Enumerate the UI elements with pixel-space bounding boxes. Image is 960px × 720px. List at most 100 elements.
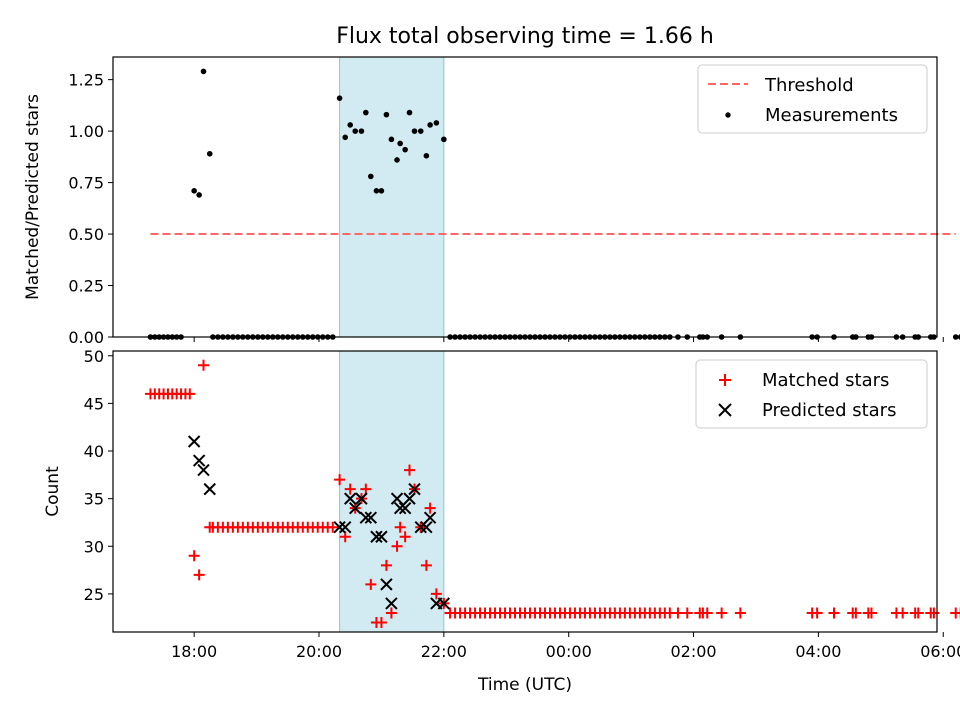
x-tick-label: 22:00 <box>421 642 467 661</box>
predicted-star-point <box>423 511 437 524</box>
matched-star-point <box>184 388 196 400</box>
legend-threshold-label: Threshold <box>764 75 854 96</box>
ratio-legend: Threshold Measurements <box>697 64 928 134</box>
measurement-point <box>417 128 424 134</box>
x-axis-label: Time (UTC) <box>477 675 572 695</box>
y-tick-label: 1.25 <box>68 71 104 90</box>
predicted-star-point <box>359 511 373 524</box>
predicted-star-point <box>344 492 357 505</box>
measurement-point <box>191 188 197 194</box>
chart-title: Flux total observing time = 1.66 h <box>336 24 714 49</box>
measurement-point <box>378 188 385 194</box>
measurement-point <box>363 109 369 116</box>
measurement-point <box>402 146 408 153</box>
matched-star-point <box>339 531 351 543</box>
matched-star-point <box>716 607 728 619</box>
measurement-point <box>423 153 430 159</box>
matched-star-point <box>672 607 684 619</box>
y-tick-label: 50 <box>84 347 104 366</box>
predicted-star-point <box>420 521 433 534</box>
y-tick-label: 0.00 <box>68 328 104 347</box>
matched-star-point <box>811 607 823 619</box>
x-tick-label: 06:00 <box>920 642 960 661</box>
matched-star-point <box>360 483 372 495</box>
measurement-point <box>388 136 395 143</box>
matched-star-point <box>897 607 909 619</box>
measurement-point <box>352 128 359 134</box>
matched-star-point <box>375 616 387 628</box>
ratio-legend-box <box>697 64 928 134</box>
count-legend-box <box>695 359 928 429</box>
matched-star-point <box>391 540 403 552</box>
count-panel-frame <box>112 350 938 633</box>
measurement-point <box>196 192 202 198</box>
predicted-star-point <box>355 492 368 505</box>
y-tick-label: 0.50 <box>68 225 104 244</box>
legend-measurements-swatch <box>725 112 731 118</box>
predicted-star-point <box>370 530 383 543</box>
y-tick-label: 1.00 <box>68 122 104 141</box>
predicted-star-point <box>203 482 216 496</box>
matched-star-point <box>955 607 960 619</box>
predicted-star-point <box>333 521 346 534</box>
measurement-point <box>957 334 960 340</box>
matched-star-point <box>420 559 432 571</box>
count-y-axis-label: Count <box>43 466 63 517</box>
matched-star-point <box>193 569 205 581</box>
y-tick-label: 45 <box>84 394 104 413</box>
matched-star-point <box>344 483 356 495</box>
predicted-star-point <box>414 521 427 534</box>
matched-star-point <box>380 559 392 571</box>
predicted-star-point <box>339 521 352 534</box>
matched-star-point <box>198 359 210 371</box>
count-legend: Matched stars Predicted stars <box>695 359 928 429</box>
matched-star-point <box>734 607 746 619</box>
measurement-point <box>373 188 380 194</box>
y-tick-label: 25 <box>84 585 104 604</box>
measurement-point <box>206 150 213 157</box>
x-tick-label: 00:00 <box>546 642 592 661</box>
matched-star-point <box>404 464 416 476</box>
matched-star-point <box>188 550 200 562</box>
matched-star-point <box>850 607 862 619</box>
measurement-point <box>347 122 354 128</box>
measurement-point <box>342 134 349 141</box>
matched-star-point <box>912 607 924 619</box>
measurement-point <box>336 95 343 101</box>
y-tick-label: 0.75 <box>68 174 104 193</box>
predicted-star-point <box>403 492 416 505</box>
ratio-panel-frame <box>112 56 938 338</box>
legend-measurements-label: Measurements <box>765 105 898 126</box>
ratio-panel: 0.00 0.25 0.50 0.75 1.00 1.25 Matched/Predict… <box>23 56 960 347</box>
matched-star-point <box>424 502 436 514</box>
measurement-point <box>394 157 400 163</box>
legend-matched-label: Matched stars <box>762 370 889 391</box>
x-tick-label: 18:00 <box>171 642 217 661</box>
legend-predicted-swatch <box>718 403 732 417</box>
matched-star-point <box>327 521 339 533</box>
x-tick-label: 20:00 <box>296 642 342 661</box>
measurement-point <box>200 68 207 75</box>
measurement-point <box>433 120 440 126</box>
measurement-point <box>397 140 403 147</box>
measurement-point <box>952 334 959 340</box>
predicted-star-point <box>348 501 362 515</box>
matched-star-point <box>399 531 411 543</box>
predicted-star-point <box>437 597 451 610</box>
predicted-star-point <box>364 511 378 524</box>
matched-star-point <box>865 607 877 619</box>
predicted-star-point <box>380 578 393 591</box>
measurement-point <box>411 128 418 134</box>
predicted-star-point <box>385 597 398 610</box>
measurement-point <box>427 122 433 128</box>
measurement-point <box>406 109 413 116</box>
y-tick-label: 40 <box>84 442 104 461</box>
matched-star-point <box>430 588 442 600</box>
measurement-point <box>441 136 447 143</box>
legend-predicted-label: Predicted stars <box>762 400 896 421</box>
predicted-star-point <box>398 501 412 515</box>
y-tick-label: 0.25 <box>68 277 104 296</box>
predicted-star-point <box>408 482 421 496</box>
observing-span-bottom <box>339 350 445 633</box>
